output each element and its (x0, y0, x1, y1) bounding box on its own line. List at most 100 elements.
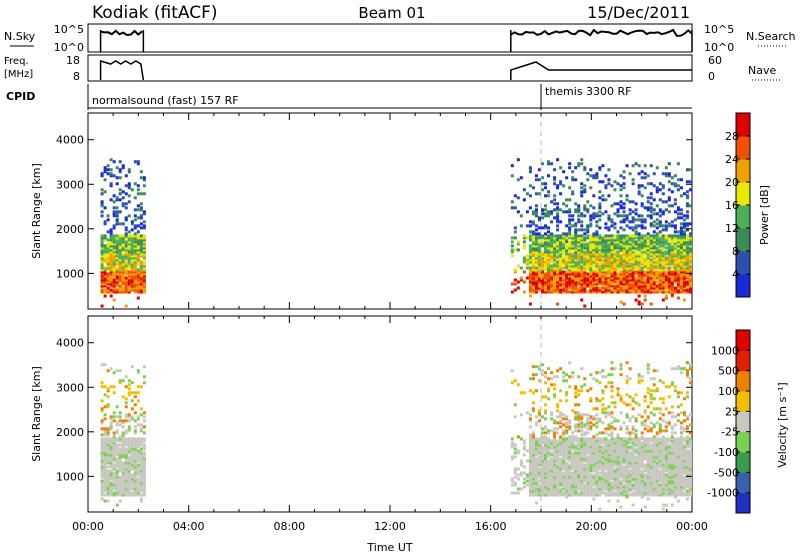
heatmap-cell (589, 387, 592, 390)
heatmap-cell (604, 492, 607, 495)
heatmap-cell (668, 234, 671, 237)
heatmap-cell (131, 415, 134, 418)
heatmap-cell (595, 230, 598, 233)
heatmap-cell (532, 186, 535, 189)
heatmap-cell (529, 184, 532, 187)
heatmap-cell (116, 166, 119, 169)
heatmap-cell (677, 216, 680, 219)
heatmap-cell (653, 220, 656, 223)
heatmap-cell (595, 433, 598, 436)
heatmap-cell (583, 377, 586, 380)
heatmap-cell (580, 421, 583, 424)
heatmap-cell (668, 162, 671, 165)
heatmap-cell (617, 202, 620, 205)
heatmap-cell (553, 387, 556, 390)
heatmap-cell (620, 363, 623, 366)
heatmap-cell (592, 206, 595, 209)
colorbar-tick-label: 4 (732, 268, 739, 281)
heatmap-cell (607, 178, 610, 181)
heatmap-cell (568, 425, 571, 428)
heatmap-cell (562, 379, 565, 382)
heatmap-cell (140, 427, 143, 430)
heatmap-cell (586, 291, 589, 294)
heatmap-cell (586, 431, 589, 434)
heatmap-cell (626, 198, 629, 201)
heatmap-cell (632, 397, 635, 400)
heatmap-cell (529, 220, 532, 223)
heatmap-cell (571, 371, 574, 374)
heatmap-cell (683, 222, 686, 225)
heatmap-cell (583, 214, 586, 217)
heatmap-cell (623, 228, 626, 231)
heatmap-cell (610, 381, 613, 384)
heatmap-cell (526, 224, 529, 227)
heatmap-cell (553, 393, 556, 396)
heatmap-cell (101, 498, 104, 501)
heatmap-cell (122, 190, 125, 193)
heatmap-cell (601, 403, 604, 406)
freq-trace (101, 61, 144, 80)
heatmap-cell (514, 236, 517, 239)
heatmap-cell (556, 369, 559, 372)
heatmap-cell (514, 230, 517, 233)
heatmap-cell (650, 401, 653, 404)
heatmap-cell (589, 214, 592, 217)
heatmap-cell (574, 415, 577, 418)
heatmap-cell (550, 200, 553, 203)
heatmap-cell (638, 373, 641, 376)
heatmap-cell (511, 381, 514, 384)
heatmap-cell (140, 170, 143, 173)
heatmap-cell (689, 204, 692, 207)
heatmap-cell (547, 377, 550, 380)
heatmap-cell (526, 449, 529, 452)
heatmap-cell (641, 176, 644, 179)
heatmap-cell (113, 194, 116, 197)
heatmap-cell (101, 437, 104, 440)
heatmap-cell (607, 194, 610, 197)
heatmap-cell (604, 198, 607, 201)
heatmap-cell (604, 226, 607, 229)
heatmap-cell (629, 451, 632, 454)
heatmap-cell (113, 471, 116, 474)
heatmap-cell (635, 455, 638, 458)
heatmap-cell (626, 164, 629, 167)
heatmap-cell (532, 373, 535, 376)
heatmap-cell (604, 415, 607, 418)
heatmap-cell (550, 429, 553, 432)
heatmap-cell (544, 435, 547, 438)
heatmap-cell (653, 172, 656, 175)
y-tick-label: 2000 (56, 223, 84, 236)
heatmap-cell (629, 220, 632, 223)
heatmap-cell (535, 437, 538, 440)
heatmap-cell (674, 182, 677, 185)
heatmap-cell (680, 222, 683, 225)
heatmap-cell (553, 431, 556, 434)
heatmap-cell (529, 425, 532, 428)
heatmap-cell (143, 192, 146, 195)
heatmap-cell (517, 477, 520, 480)
heatmap-cell (586, 413, 589, 416)
heatmap-cell (653, 397, 656, 400)
heatmap-cell (644, 423, 647, 426)
heatmap-cell (535, 178, 538, 181)
heatmap-cell (550, 457, 553, 460)
heatmap-cell (104, 206, 107, 209)
heatmap-cell (568, 361, 571, 364)
heatmap-cell (610, 184, 613, 187)
heatmap-cell (128, 182, 131, 185)
heatmap-cell (125, 405, 128, 408)
heatmap-cell (601, 421, 604, 424)
heatmap-cell (511, 240, 514, 243)
heatmap-cell (122, 252, 125, 255)
heatmap-cell (674, 202, 677, 205)
heatmap-cell (598, 226, 601, 229)
heatmap-cell (668, 242, 671, 245)
heatmap-cell (592, 407, 595, 410)
heatmap-cell (580, 220, 583, 223)
heatmap-cell (577, 218, 580, 221)
heatmap-cell (116, 266, 119, 269)
heatmap-cell (119, 435, 122, 438)
heatmap-cell (134, 182, 137, 185)
nsearch-tick-bottom: 10^0 (704, 41, 734, 54)
heatmap-cell (601, 236, 604, 239)
